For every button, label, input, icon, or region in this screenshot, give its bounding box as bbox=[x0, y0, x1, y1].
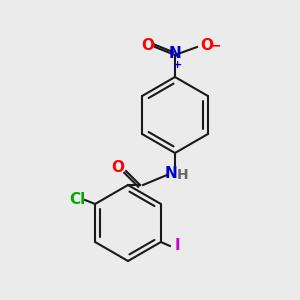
Text: O: O bbox=[142, 38, 154, 53]
Text: N: N bbox=[165, 166, 177, 181]
Text: N: N bbox=[169, 46, 182, 61]
Text: Cl: Cl bbox=[69, 193, 85, 208]
Text: O: O bbox=[200, 38, 214, 53]
Text: +: + bbox=[173, 60, 183, 70]
Text: H: H bbox=[177, 168, 189, 182]
Text: I: I bbox=[175, 238, 181, 253]
Text: −: − bbox=[209, 38, 221, 52]
Text: O: O bbox=[112, 160, 124, 175]
